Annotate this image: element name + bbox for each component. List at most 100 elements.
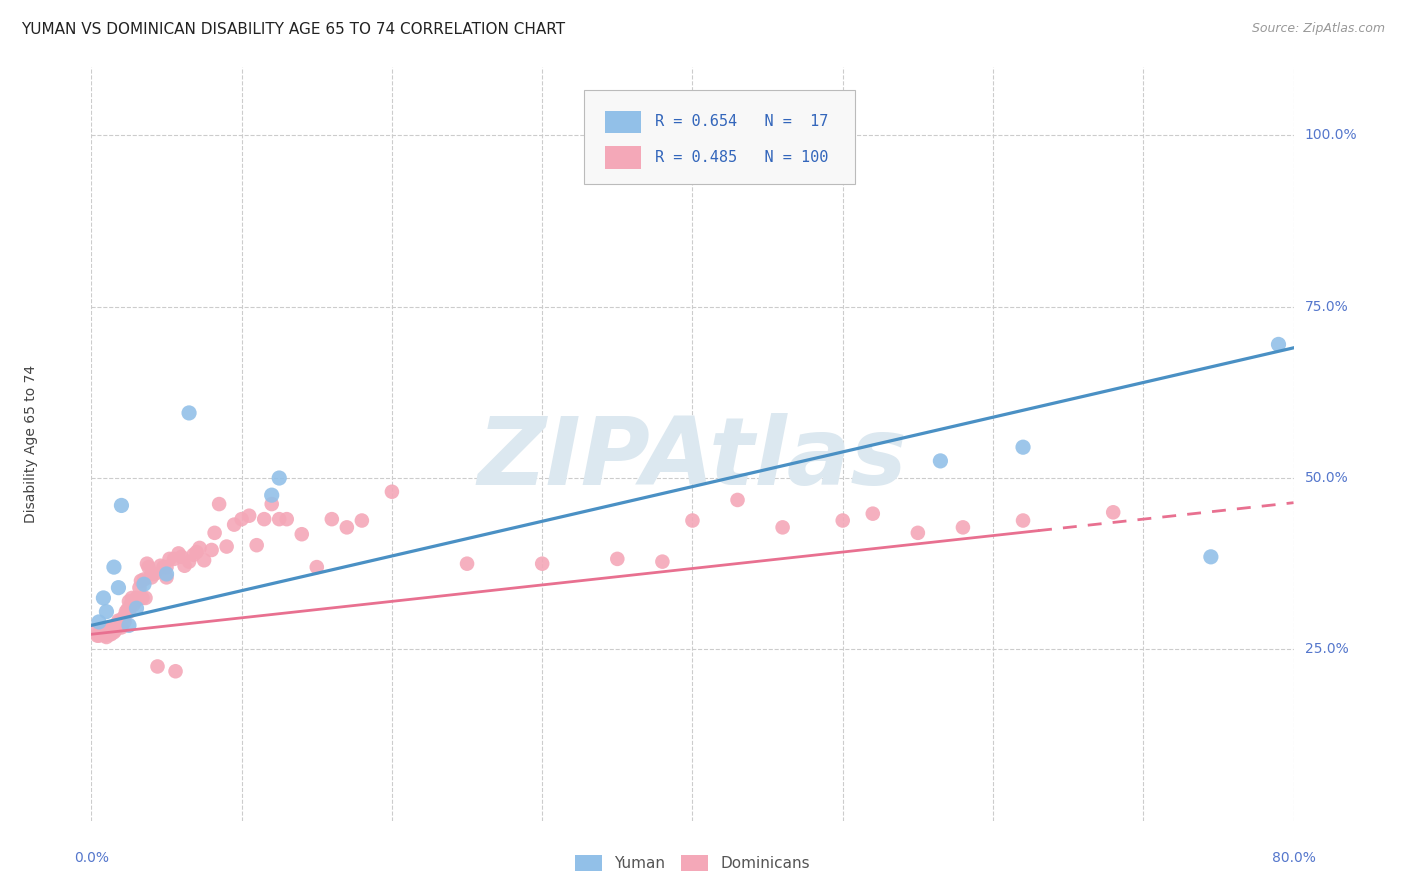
Point bbox=[177, 555, 200, 569]
Legend: Yuman, Dominicans: Yuman, Dominicans bbox=[568, 849, 817, 877]
Point bbox=[177, 406, 200, 420]
Point bbox=[111, 611, 134, 625]
Point bbox=[134, 591, 156, 605]
Point bbox=[93, 625, 115, 640]
Point bbox=[90, 623, 112, 637]
Point bbox=[114, 609, 136, 624]
Point bbox=[260, 488, 283, 502]
Point bbox=[269, 471, 291, 485]
Point bbox=[1199, 549, 1222, 564]
Point bbox=[651, 555, 673, 569]
Point bbox=[117, 602, 139, 616]
Point bbox=[208, 497, 231, 511]
Point bbox=[201, 543, 224, 558]
Point bbox=[531, 557, 554, 571]
Text: 80.0%: 80.0% bbox=[1271, 851, 1316, 865]
Point bbox=[831, 514, 853, 528]
Point bbox=[224, 517, 246, 532]
Point bbox=[193, 553, 215, 567]
Point bbox=[131, 591, 153, 605]
Point bbox=[115, 605, 138, 619]
Point bbox=[336, 520, 359, 534]
Point bbox=[155, 566, 177, 581]
Point bbox=[94, 625, 117, 640]
Point bbox=[238, 508, 260, 523]
Point bbox=[165, 665, 187, 679]
Point bbox=[87, 615, 110, 629]
Point bbox=[125, 591, 148, 605]
Point bbox=[125, 593, 148, 607]
Point bbox=[1012, 440, 1035, 454]
Point bbox=[215, 540, 238, 554]
Point bbox=[159, 552, 181, 566]
Point bbox=[110, 499, 132, 513]
Point bbox=[105, 618, 128, 632]
Point bbox=[118, 605, 141, 619]
Point bbox=[350, 514, 373, 528]
Point bbox=[110, 620, 132, 634]
Point bbox=[132, 573, 155, 587]
Point bbox=[167, 546, 190, 560]
Point bbox=[305, 560, 328, 574]
Point bbox=[100, 627, 122, 641]
Point bbox=[104, 623, 127, 637]
Text: 25.0%: 25.0% bbox=[1305, 642, 1348, 657]
Point bbox=[260, 497, 283, 511]
Point bbox=[129, 574, 152, 588]
Point bbox=[291, 527, 314, 541]
Point bbox=[107, 581, 129, 595]
Point bbox=[108, 618, 131, 632]
Point bbox=[125, 601, 148, 615]
Point bbox=[952, 520, 974, 534]
Point bbox=[136, 557, 159, 571]
Point bbox=[862, 507, 884, 521]
Point bbox=[606, 552, 628, 566]
Point bbox=[97, 623, 120, 637]
Point bbox=[110, 614, 132, 628]
Point bbox=[1267, 337, 1289, 351]
Point bbox=[138, 560, 160, 574]
Point bbox=[173, 558, 195, 573]
Text: ZIPAtlas: ZIPAtlas bbox=[478, 413, 907, 505]
Bar bbox=[605, 146, 641, 169]
Point bbox=[204, 525, 226, 540]
Point bbox=[103, 625, 125, 640]
Point bbox=[186, 545, 208, 559]
Text: 75.0%: 75.0% bbox=[1305, 300, 1348, 314]
Point bbox=[103, 560, 125, 574]
Point bbox=[118, 618, 141, 632]
Text: 0.0%: 0.0% bbox=[75, 851, 108, 865]
Point bbox=[146, 659, 169, 673]
Point bbox=[188, 541, 211, 555]
Point bbox=[246, 538, 269, 552]
Point bbox=[96, 627, 118, 641]
Point bbox=[1012, 514, 1035, 528]
Point bbox=[141, 570, 163, 584]
Point bbox=[96, 630, 118, 644]
Point bbox=[321, 512, 343, 526]
Point bbox=[681, 514, 703, 528]
Point bbox=[90, 627, 112, 641]
Point bbox=[122, 598, 145, 612]
Text: 100.0%: 100.0% bbox=[1305, 128, 1357, 143]
Point bbox=[276, 512, 298, 526]
Text: Source: ZipAtlas.com: Source: ZipAtlas.com bbox=[1251, 22, 1385, 36]
Point bbox=[97, 627, 120, 641]
Point bbox=[727, 492, 749, 507]
Text: 50.0%: 50.0% bbox=[1305, 471, 1348, 485]
Text: Disability Age 65 to 74: Disability Age 65 to 74 bbox=[24, 365, 38, 523]
Point bbox=[93, 591, 115, 605]
Text: R = 0.485   N = 100: R = 0.485 N = 100 bbox=[655, 150, 828, 165]
Point bbox=[772, 520, 794, 534]
Point bbox=[118, 594, 141, 608]
Point bbox=[101, 623, 124, 637]
Point bbox=[94, 629, 117, 643]
Point bbox=[96, 623, 118, 637]
Point bbox=[114, 615, 136, 629]
Point bbox=[104, 618, 127, 632]
Point bbox=[108, 615, 131, 629]
Point bbox=[381, 484, 404, 499]
Point bbox=[170, 549, 193, 564]
Point bbox=[128, 581, 150, 595]
Point bbox=[907, 525, 929, 540]
